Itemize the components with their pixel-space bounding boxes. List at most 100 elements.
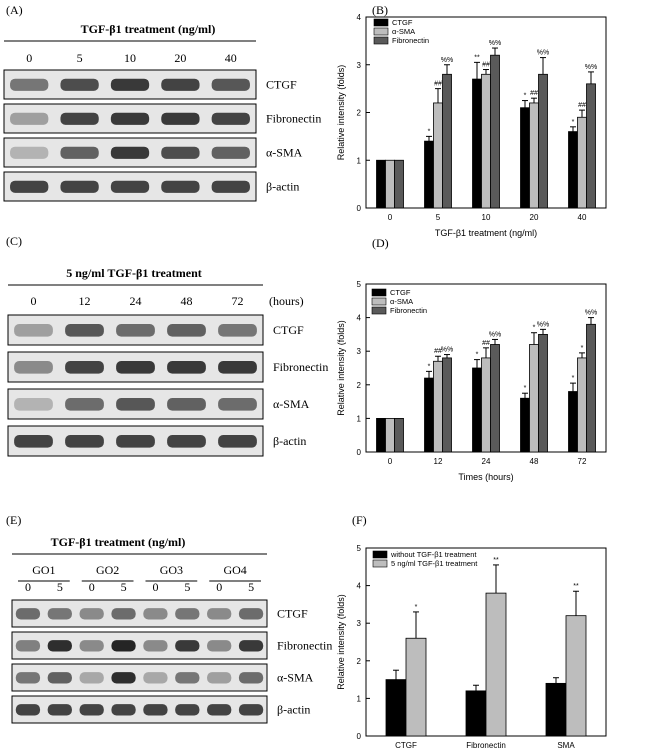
blot-band: [110, 112, 150, 125]
bar: [385, 679, 407, 737]
blot-header: TGF-β1 treatment (ng/ml): [51, 535, 186, 549]
blot-band: [218, 361, 257, 374]
blot-band: [116, 435, 155, 448]
significance-mark: %%: [441, 57, 453, 64]
y-axis-label: Relative intensity (folds): [336, 320, 346, 416]
blot-band: [110, 146, 150, 159]
blot-band: [15, 672, 41, 684]
legend-swatch: [372, 550, 388, 559]
legend-label: 5 ng/ml TGF-β1 treatment: [391, 559, 478, 568]
bar: [376, 417, 386, 453]
bar: [538, 333, 548, 453]
blot-band: [167, 324, 206, 337]
blot-band: [143, 704, 168, 716]
significance-mark: ##: [434, 348, 442, 355]
blot-band: [10, 180, 49, 193]
blot-row-label: CTGF: [273, 323, 304, 337]
blot-band: [111, 704, 136, 716]
significance-mark: %%: [489, 331, 501, 338]
bar: [577, 357, 587, 453]
blot-row-label: β-actin: [273, 434, 306, 448]
blot-row-label: Fibronectin: [277, 639, 332, 653]
blot-band: [207, 672, 232, 684]
bar: [490, 54, 500, 209]
y-tick-label: 2: [357, 109, 362, 118]
bar-chart: (F) 0 1 2 3 4 5 CTGF * Fibronectin ** SMA ** Relative…: [336, 513, 607, 750]
significance-mark: ##: [434, 81, 442, 88]
panel-label: (F): [352, 513, 367, 527]
x-axis-label: TGF-β1 treatment (ng/ml): [435, 228, 537, 238]
bar: [433, 360, 443, 453]
blot-row-label: CTGF: [266, 78, 297, 92]
blot-band: [143, 608, 168, 620]
legend-label: Fibronectin: [390, 306, 427, 315]
bar: [565, 615, 587, 737]
blot-row-label: α-SMA: [277, 671, 314, 685]
bar: [568, 391, 578, 453]
legend-swatch: [371, 288, 387, 297]
y-tick-label: 0: [357, 732, 362, 741]
blot-band: [116, 398, 155, 411]
x-tick-label: 48: [530, 457, 539, 466]
blot-band: [161, 180, 200, 193]
lane-label: 0: [25, 580, 31, 594]
lane-unit: (hours): [269, 294, 304, 308]
x-tick-label: 0: [388, 213, 393, 222]
blot-band: [47, 672, 72, 684]
significance-mark: %%: [537, 321, 549, 328]
blot-band: [211, 112, 250, 125]
bar: [433, 102, 443, 209]
blot-band: [238, 704, 264, 716]
bar: [424, 377, 434, 453]
bar: [465, 690, 487, 737]
y-tick-label: 4: [357, 13, 362, 22]
x-axis-label: Times (hours): [458, 472, 513, 482]
legend-swatch: [373, 36, 389, 45]
x-tick-label: 24: [482, 457, 491, 466]
y-tick-label: 1: [357, 414, 362, 423]
blot-row-label: β-actin: [266, 180, 299, 194]
group-label: GO2: [96, 563, 119, 577]
blot-band: [238, 608, 264, 620]
blot-band: [79, 704, 104, 716]
blot-band: [60, 180, 99, 193]
blot-band: [14, 398, 53, 411]
bar: [481, 357, 491, 453]
lane-label: 48: [181, 294, 193, 308]
significance-mark: ##: [530, 90, 538, 97]
legend-swatch: [373, 27, 389, 36]
significance-mark: ##: [482, 340, 490, 347]
legend-swatch: [371, 306, 387, 315]
blot-band: [111, 672, 136, 684]
blot-band: [143, 640, 168, 652]
bar: [568, 131, 578, 209]
y-axis-label: Relative intensity (folds): [336, 594, 346, 690]
blot-band: [10, 112, 49, 125]
x-tick-label: 40: [578, 213, 587, 222]
y-tick-label: 0: [357, 448, 362, 457]
significance-mark: %%: [537, 50, 549, 57]
significance-mark: *: [524, 93, 527, 100]
group-label: GO1: [32, 563, 55, 577]
group-label: GO3: [160, 563, 183, 577]
significance-mark: %%: [489, 40, 501, 47]
bar: [586, 83, 596, 209]
lane-label: 0: [89, 580, 95, 594]
blot-header: 5 ng/ml TGF-β1 treatment: [66, 266, 202, 280]
bar: [538, 73, 548, 209]
blot-band: [14, 435, 53, 448]
blot-band: [238, 672, 264, 684]
blot-row-label: β-actin: [277, 703, 310, 717]
significance-mark: *: [572, 375, 575, 382]
bar: [485, 592, 507, 737]
legend-label: without TGF-β1 treatment: [390, 550, 477, 559]
blot-band: [47, 704, 72, 716]
blot-band: [111, 640, 136, 652]
y-tick-label: 4: [357, 314, 362, 323]
legend-swatch: [373, 18, 389, 27]
y-tick-label: 5: [357, 544, 362, 553]
lane-label: 40: [225, 51, 237, 65]
blot-band: [161, 146, 200, 159]
